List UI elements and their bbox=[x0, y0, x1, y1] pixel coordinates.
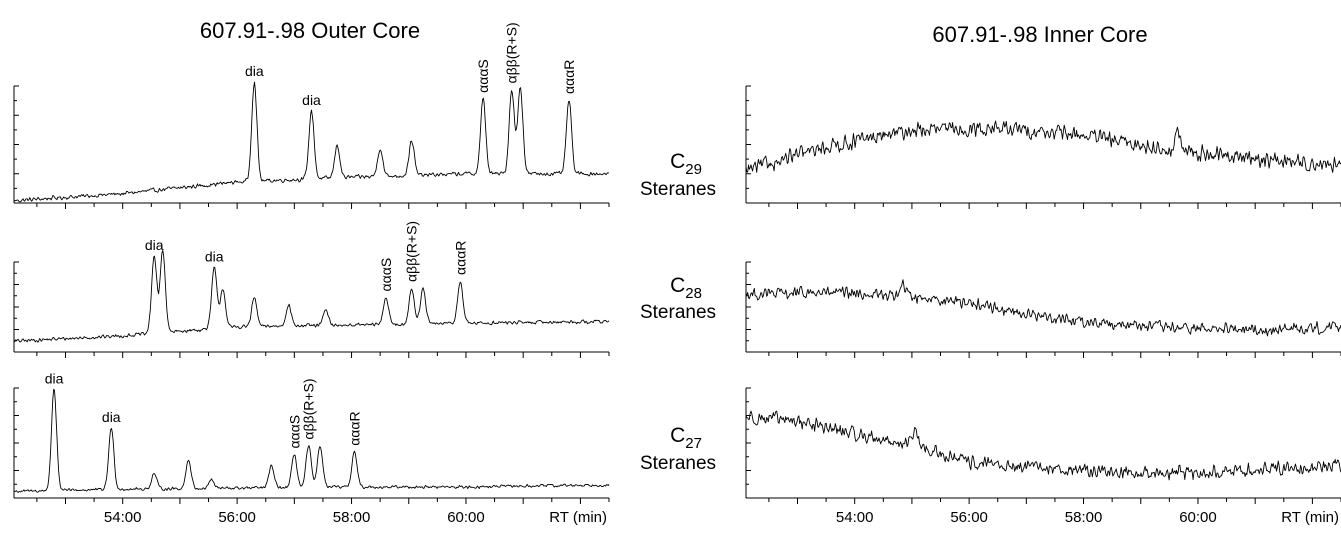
x-tick-label: 56:00 bbox=[218, 509, 256, 526]
peak-label: dia bbox=[302, 92, 321, 108]
chromatogram-panel-outer-c28: dia dia αααS αββ(R+S) αααR bbox=[13, 221, 610, 358]
chromatogram-panel-outer-c29: dia dia αααS αββ(R+S) αααR bbox=[13, 22, 610, 209]
chromatogram-trace bbox=[13, 250, 610, 343]
peak-label: αααR bbox=[452, 241, 468, 275]
chromatogram-trace bbox=[745, 410, 1341, 481]
row-label-c29: C29 Steranes bbox=[640, 150, 716, 200]
peak-label: αββ(R+S) bbox=[504, 22, 520, 83]
row-label-c29-name: Steranes bbox=[640, 179, 716, 200]
x-axis-unit-label: RT (min) bbox=[1281, 509, 1339, 526]
x-tick-label: 54:00 bbox=[836, 509, 874, 526]
peak-label: αααS bbox=[475, 59, 491, 93]
row-label-c27-formula: C27 bbox=[670, 424, 702, 452]
chromatogram-panel-outer-c27: 54:00 56:00 58:00 60:00 RT (min) dia dia αααSαβ… bbox=[13, 370, 610, 526]
chromatogram-panel-inner-c29 bbox=[745, 85, 1341, 209]
peak-label: dia bbox=[45, 370, 64, 386]
chromatogram-trace bbox=[13, 81, 610, 203]
peak-label: αααR bbox=[346, 411, 362, 445]
x-tick-label: 58:00 bbox=[1065, 509, 1103, 526]
peak-label: αααS bbox=[286, 415, 302, 449]
row-label-c29-formula: C29 bbox=[670, 150, 702, 178]
peak-label: dia bbox=[102, 409, 121, 425]
chromatogram-trace bbox=[745, 279, 1341, 337]
peak-label: αααS bbox=[378, 258, 394, 292]
x-tick-label: 60:00 bbox=[1179, 509, 1217, 526]
row-label-c27-name: Steranes bbox=[640, 453, 716, 474]
peak-label: αββ(R+S) bbox=[404, 221, 420, 282]
chromatogram-panel-inner-c27: 54:00 56:00 58:00 60:00 RT (min) bbox=[745, 387, 1341, 526]
x-tick-label: 60:00 bbox=[447, 509, 485, 526]
row-label-c28-name: Steranes bbox=[640, 302, 716, 323]
x-tick-label: 54:00 bbox=[104, 509, 142, 526]
x-tick-label: 58:00 bbox=[333, 509, 371, 526]
x-axis-unit-label: RT (min) bbox=[549, 509, 607, 526]
peak-label: αββ(R+S) bbox=[301, 378, 317, 439]
peak-label: αααR bbox=[561, 60, 577, 94]
left-figure-title: 607.91-.98 Outer Core bbox=[200, 18, 420, 43]
row-label-c27: C27 Steranes bbox=[640, 424, 716, 474]
row-label-c28: C28 Steranes bbox=[640, 274, 716, 323]
chromatogram-trace bbox=[745, 120, 1341, 173]
peak-label: dia bbox=[245, 63, 264, 79]
peak-label: dia bbox=[205, 248, 224, 264]
chromatogram-trace bbox=[13, 388, 610, 493]
right-figure-title: 607.91-.98 Inner Core bbox=[932, 22, 1147, 47]
x-tick-label: 56:00 bbox=[950, 509, 988, 526]
peak-label: dia bbox=[145, 237, 164, 253]
chromatogram-panel-inner-c28 bbox=[745, 261, 1341, 358]
row-label-c28-formula: C28 bbox=[670, 274, 702, 302]
